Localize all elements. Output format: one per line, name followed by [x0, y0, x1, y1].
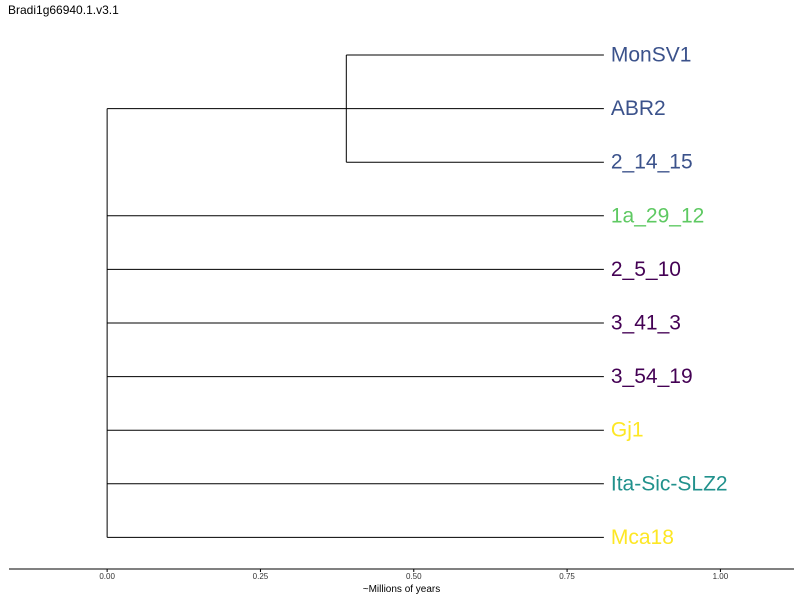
- leaf-label: 1a_29_12: [611, 204, 704, 227]
- x-axis: 0.00 0.25 0.50 0.75 1.00 ~Millions of years: [9, 568, 794, 595]
- x-tick-label: 0.50: [406, 572, 422, 581]
- leaf-label: Gj1: [611, 419, 644, 442]
- leaf-label: MonSV1: [611, 44, 692, 67]
- leaf-label: 2_14_15: [611, 151, 693, 174]
- x-tick-label: 0.25: [253, 572, 269, 581]
- leaf-label: 2_5_10: [611, 258, 681, 281]
- leaf-label: Mca18: [611, 526, 674, 549]
- leaf-label: ABR2: [611, 97, 666, 120]
- leaf-labels-group: MonSV1 ABR2 2_14_15 1a_29_12 2_5_10 3_41_3 3_5…: [611, 44, 728, 549]
- chart-title: Bradi1g66940.1.v3.1: [8, 3, 119, 17]
- leaf-label: Ita-Sic-SLZ2: [611, 472, 728, 495]
- leaf-label: 3_54_19: [611, 365, 693, 388]
- x-axis-label: ~Millions of years: [363, 584, 441, 595]
- x-tick-label: 0.75: [559, 572, 575, 581]
- leaf-label: 3_41_3: [611, 312, 681, 335]
- branches-group: [106, 54, 604, 538]
- x-tick-label: 1.00: [713, 572, 729, 581]
- x-tick-label: 0.00: [99, 572, 115, 581]
